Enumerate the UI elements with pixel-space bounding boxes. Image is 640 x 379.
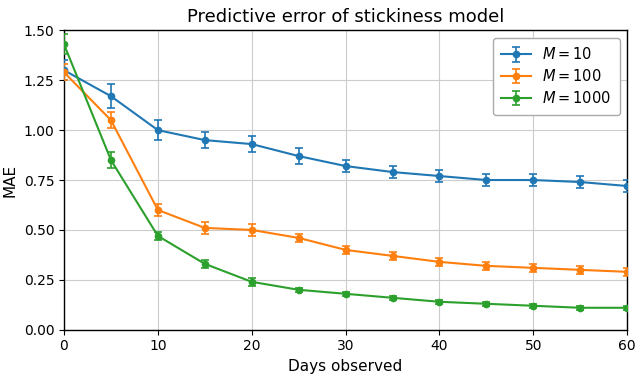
X-axis label: Days observed: Days observed — [289, 359, 403, 374]
Title: Predictive error of stickiness model: Predictive error of stickiness model — [187, 8, 504, 26]
Legend: $M = 10$, $M = 100$, $M = 1000$: $M = 10$, $M = 100$, $M = 1000$ — [493, 38, 620, 115]
Y-axis label: MAE: MAE — [3, 163, 18, 197]
